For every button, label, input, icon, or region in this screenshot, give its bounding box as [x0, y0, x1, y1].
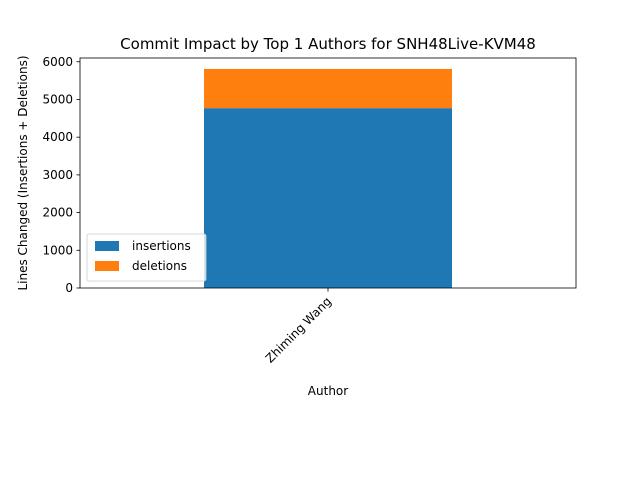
y-axis: 0 1000 2000 3000 4000 5000 6000	[42, 55, 80, 295]
y-tick-label: 3000	[42, 168, 73, 182]
legend-label-insertions: insertions	[132, 239, 191, 253]
chart-title: Commit Impact by Top 1 Authors for SNH48…	[120, 35, 536, 53]
y-tick-label: 5000	[42, 92, 73, 106]
legend-swatch-insertions	[95, 241, 119, 251]
y-tick-label: 2000	[42, 206, 73, 220]
bars	[204, 68, 452, 288]
y-axis-label: Lines Changed (Insertions + Deletions)	[16, 55, 30, 290]
bar-insertions-0	[204, 108, 452, 288]
x-axis: Zhiming Wang	[263, 288, 334, 366]
x-tick-label: Zhiming Wang	[263, 294, 334, 365]
bar-deletions-0	[204, 68, 452, 109]
y-tick-label: 1000	[42, 243, 73, 257]
y-tick-label: 4000	[42, 130, 73, 144]
legend: insertions deletions	[86, 233, 207, 282]
legend-label-deletions: deletions	[132, 259, 187, 273]
legend-swatch-deletions	[95, 261, 119, 271]
y-tick-label: 0	[65, 281, 73, 295]
y-tick-label: 6000	[42, 55, 73, 69]
x-axis-label: Author	[308, 384, 348, 398]
